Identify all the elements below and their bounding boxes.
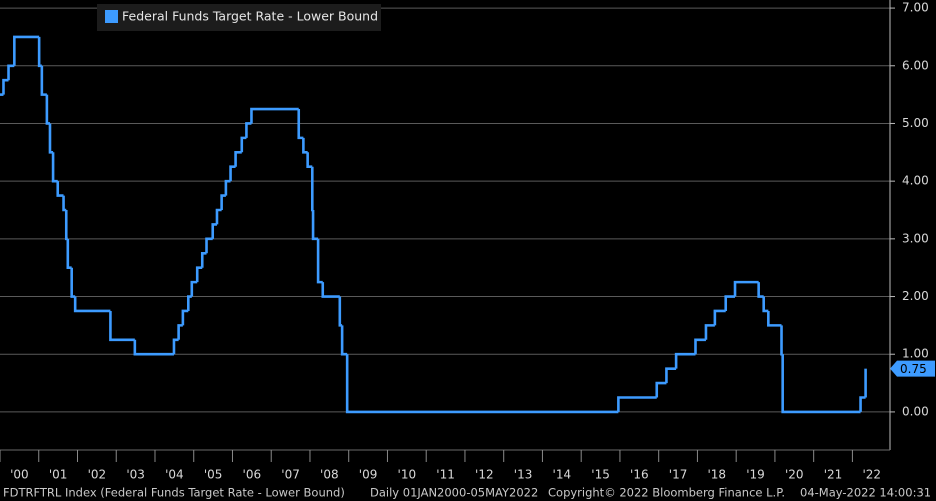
step-segment [211, 223, 217, 239]
footer-text: 04-May-2022 14:00:31 [800, 486, 931, 500]
x-tick-label: '09 [359, 468, 378, 482]
step-segment [310, 166, 314, 212]
legend-box [97, 4, 381, 31]
step-segment [694, 338, 706, 355]
x-tick-label: '14 [553, 468, 572, 482]
x-tick-label: '17 [669, 468, 688, 482]
step-segment [234, 151, 242, 167]
step-segment [13, 35, 40, 66]
step-segment [2, 78, 9, 95]
step-segment [40, 65, 47, 96]
legend-swatch [105, 10, 118, 23]
step-segment [200, 251, 207, 268]
last-value-tag [890, 360, 935, 377]
step-segment [733, 280, 759, 297]
step-segment [311, 210, 319, 241]
y-tick-label: 2.00 [902, 289, 929, 303]
step-segment [172, 338, 179, 355]
step-segment [66, 238, 72, 269]
step-segment [316, 238, 323, 284]
step-segment [177, 324, 183, 340]
y-tick-label: 5.00 [902, 116, 929, 130]
step-segment [704, 324, 715, 340]
step-segment [195, 266, 203, 283]
footer-text: Copyright© 2022 Bloomberg Finance L.P. [548, 486, 785, 500]
step-segment [240, 136, 247, 153]
x-tick-label: '13 [514, 468, 533, 482]
x-tick-label: '18 [708, 468, 727, 482]
step-segment [674, 352, 696, 369]
x-tick-label: '07 [281, 468, 300, 482]
step-segment [767, 310, 782, 327]
step-segment [757, 282, 764, 298]
step-segment [64, 210, 68, 241]
x-tick-label: '08 [320, 468, 339, 482]
x-tick-label: '12 [475, 468, 494, 482]
step-segment [190, 280, 198, 297]
x-tick-label: '10 [398, 468, 417, 482]
step-segment [302, 137, 308, 154]
step-segment [109, 310, 135, 342]
step-segment [133, 339, 174, 356]
y-tick-label: 1.00 [902, 347, 929, 361]
step-segment [713, 309, 726, 326]
x-tick-label: '15 [591, 468, 610, 482]
step-segment [762, 296, 769, 313]
legend: Federal Funds Target Rate - Lower Bound [97, 4, 381, 31]
step-segment [724, 295, 736, 311]
step-segment [205, 237, 213, 254]
step-segment [215, 208, 222, 225]
step-segment [73, 296, 111, 313]
x-tick-label: '00 [10, 468, 29, 482]
step-segment [345, 354, 619, 414]
step-segment [297, 109, 304, 140]
y-tick-label: 3.00 [902, 231, 929, 245]
step-segment [859, 396, 866, 412]
y-tick-label: 6.00 [902, 58, 929, 72]
step-segment [70, 267, 76, 298]
step-segment [56, 181, 64, 197]
x-tick-label: '03 [126, 468, 145, 482]
x-tick-label: '06 [243, 468, 262, 482]
x-tick-label: '05 [204, 468, 223, 482]
step-segment [665, 367, 677, 384]
x-tick-label: '16 [630, 468, 649, 482]
step-segment [306, 152, 313, 169]
legend-label: Federal Funds Target Rate - Lower Bound [122, 9, 378, 24]
y-tick-label: 0.00 [902, 404, 929, 418]
step-segment [655, 381, 667, 398]
step-segment [781, 354, 861, 414]
y-tick-label: 7.00 [902, 1, 929, 15]
x-tick-label: '11 [436, 468, 455, 482]
step-segment [224, 179, 231, 196]
step-segment [229, 165, 236, 182]
x-tick-label: '01 [49, 468, 68, 482]
footer-text: Daily 01JAN2000-05MAY2022 [370, 486, 538, 500]
x-tick-label: '02 [88, 468, 107, 482]
last-value-label: 0.75 [900, 362, 927, 376]
step-segment [617, 396, 657, 412]
x-tick-label: '20 [785, 468, 804, 482]
step-segment [245, 122, 252, 138]
y-tick-label: 4.00 [902, 174, 929, 188]
x-tick-label: '04 [165, 468, 184, 482]
x-tick-label: '21 [824, 468, 843, 482]
x-tick-label: '22 [863, 468, 882, 482]
step-segment [7, 64, 15, 81]
footer-text: FDTRFTRL Index (Federal Funds Target Rat… [3, 486, 345, 500]
step-segment [220, 194, 226, 210]
x-tick-label: '19 [746, 468, 765, 482]
step-segment [340, 325, 348, 356]
step-segment [250, 107, 299, 124]
step-segment [37, 36, 42, 68]
step-segment [780, 325, 783, 356]
step-segment [51, 152, 58, 183]
step-segment [321, 282, 340, 298]
step-segment [181, 309, 189, 326]
